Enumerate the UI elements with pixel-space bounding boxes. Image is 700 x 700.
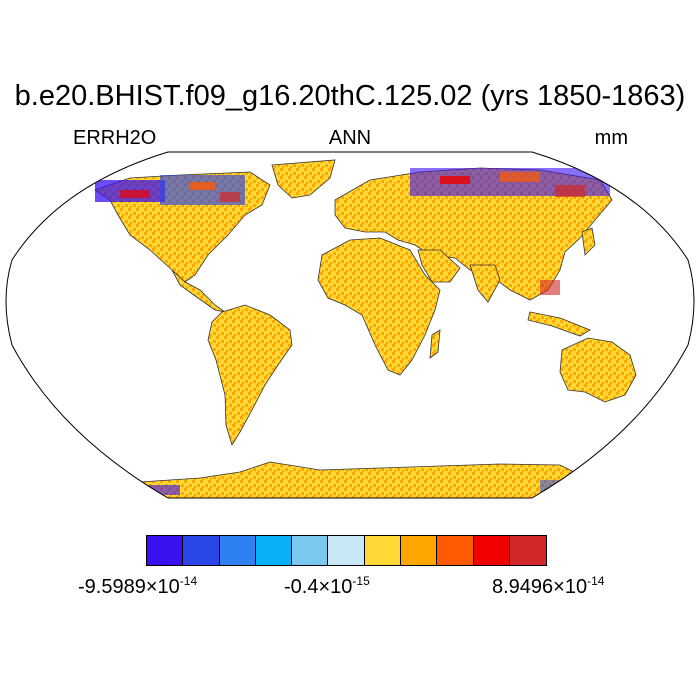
- colorbar-swatch-10: [509, 536, 547, 565]
- australia: [559, 337, 637, 403]
- period-label: ANN: [328, 127, 372, 149]
- colorbar-swatch-3: [255, 536, 293, 565]
- africa: [317, 237, 441, 376]
- variable-label: ERRH2O: [73, 127, 157, 149]
- india: [469, 264, 501, 303]
- colorbar: [146, 535, 548, 566]
- new-zealand: [657, 399, 666, 422]
- arctic-noise: [95, 168, 610, 495]
- colorbar-swatch-0: [147, 536, 184, 565]
- arabia: [417, 249, 461, 283]
- colorbar-swatch-5: [328, 536, 365, 565]
- colorbar-swatch-6: [364, 536, 402, 565]
- colorbar-swatch-7: [401, 536, 438, 565]
- madagascar: [429, 329, 441, 359]
- greenland: [271, 159, 336, 199]
- indonesia: [527, 311, 591, 337]
- south-america: [207, 304, 293, 446]
- colorbar-min-label: -9.5989×10-14: [78, 574, 198, 598]
- units-label: mm: [594, 127, 628, 149]
- colorbar-swatch-1: [183, 536, 220, 565]
- colorbar-swatch-4: [292, 536, 329, 565]
- japan: [581, 227, 596, 256]
- colorbar-swatch-9: [473, 536, 510, 565]
- colorbar-mid-label: -0.4×10-15: [284, 574, 370, 598]
- colorbar-swatch-2: [219, 536, 256, 565]
- colorbar-swatch-8: [437, 536, 474, 565]
- colorbar-max-label: 8.9496×10-14: [492, 574, 605, 598]
- plot-title: b.e20.BHIST.f09_g16.20thC.125.02 (yrs 18…: [14, 80, 686, 112]
- map-border: [5, 151, 695, 499]
